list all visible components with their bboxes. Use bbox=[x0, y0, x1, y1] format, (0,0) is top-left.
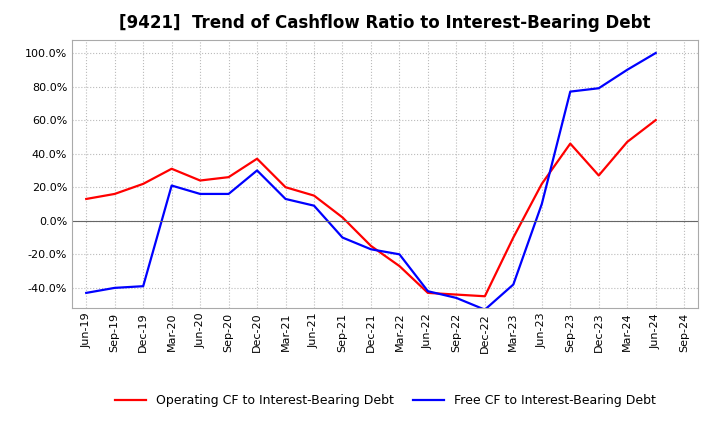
Operating CF to Interest-Bearing Debt bbox=[167, 166, 176, 172]
Operating CF to Interest-Bearing Debt bbox=[282, 185, 290, 190]
Operating CF to Interest-Bearing Debt bbox=[253, 156, 261, 161]
Operating CF to Interest-Bearing Debt bbox=[82, 196, 91, 202]
Operating CF to Interest-Bearing Debt bbox=[395, 264, 404, 269]
Free CF to Interest-Bearing Debt bbox=[595, 86, 603, 91]
Free CF to Interest-Bearing Debt bbox=[139, 283, 148, 289]
Operating CF to Interest-Bearing Debt bbox=[310, 193, 318, 198]
Operating CF to Interest-Bearing Debt bbox=[566, 141, 575, 146]
Free CF to Interest-Bearing Debt bbox=[167, 183, 176, 188]
Free CF to Interest-Bearing Debt bbox=[537, 202, 546, 207]
Operating CF to Interest-Bearing Debt bbox=[509, 235, 518, 240]
Operating CF to Interest-Bearing Debt bbox=[110, 191, 119, 197]
Free CF to Interest-Bearing Debt bbox=[480, 307, 489, 312]
Operating CF to Interest-Bearing Debt bbox=[366, 243, 375, 249]
Legend: Operating CF to Interest-Bearing Debt, Free CF to Interest-Bearing Debt: Operating CF to Interest-Bearing Debt, F… bbox=[109, 389, 661, 412]
Operating CF to Interest-Bearing Debt bbox=[623, 139, 631, 145]
Free CF to Interest-Bearing Debt bbox=[282, 196, 290, 202]
Free CF to Interest-Bearing Debt bbox=[423, 289, 432, 294]
Operating CF to Interest-Bearing Debt bbox=[338, 215, 347, 220]
Operating CF to Interest-Bearing Debt bbox=[225, 175, 233, 180]
Free CF to Interest-Bearing Debt bbox=[652, 50, 660, 55]
Operating CF to Interest-Bearing Debt bbox=[595, 173, 603, 178]
Operating CF to Interest-Bearing Debt bbox=[139, 181, 148, 187]
Free CF to Interest-Bearing Debt bbox=[82, 290, 91, 296]
Free CF to Interest-Bearing Debt bbox=[310, 203, 318, 208]
Free CF to Interest-Bearing Debt bbox=[623, 67, 631, 73]
Free CF to Interest-Bearing Debt bbox=[253, 168, 261, 173]
Free CF to Interest-Bearing Debt bbox=[395, 252, 404, 257]
Free CF to Interest-Bearing Debt bbox=[225, 191, 233, 197]
Free CF to Interest-Bearing Debt bbox=[452, 295, 461, 301]
Operating CF to Interest-Bearing Debt bbox=[537, 181, 546, 187]
Free CF to Interest-Bearing Debt bbox=[566, 89, 575, 94]
Free CF to Interest-Bearing Debt bbox=[509, 282, 518, 287]
Operating CF to Interest-Bearing Debt bbox=[452, 292, 461, 297]
Operating CF to Interest-Bearing Debt bbox=[196, 178, 204, 183]
Operating CF to Interest-Bearing Debt bbox=[652, 117, 660, 123]
Free CF to Interest-Bearing Debt bbox=[366, 247, 375, 252]
Free CF to Interest-Bearing Debt bbox=[338, 235, 347, 240]
Title: [9421]  Trend of Cashflow Ratio to Interest-Bearing Debt: [9421] Trend of Cashflow Ratio to Intere… bbox=[120, 15, 651, 33]
Operating CF to Interest-Bearing Debt bbox=[480, 293, 489, 299]
Line: Operating CF to Interest-Bearing Debt: Operating CF to Interest-Bearing Debt bbox=[86, 120, 656, 296]
Free CF to Interest-Bearing Debt bbox=[196, 191, 204, 197]
Operating CF to Interest-Bearing Debt bbox=[423, 290, 432, 296]
Free CF to Interest-Bearing Debt bbox=[110, 285, 119, 290]
Line: Free CF to Interest-Bearing Debt: Free CF to Interest-Bearing Debt bbox=[86, 53, 656, 310]
